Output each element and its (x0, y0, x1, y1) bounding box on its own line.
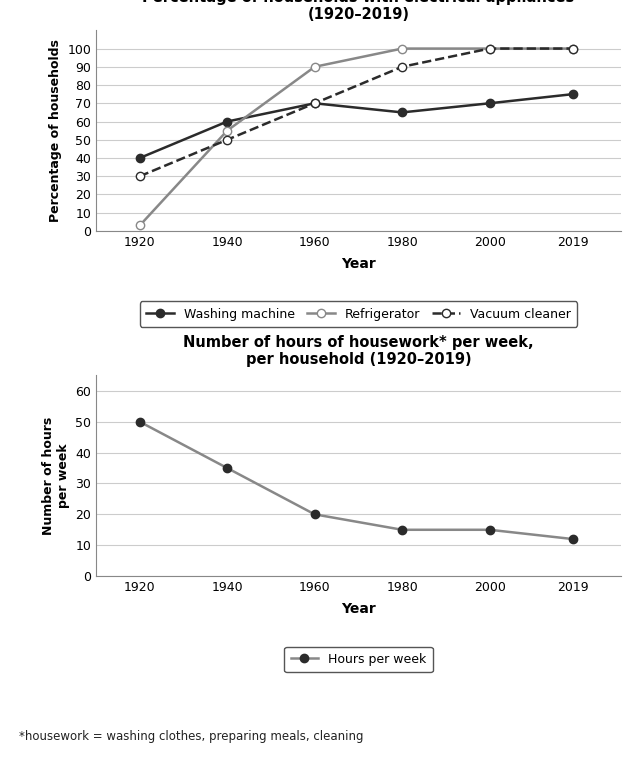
Legend: Hours per week: Hours per week (284, 647, 433, 672)
X-axis label: Year: Year (341, 257, 376, 271)
Y-axis label: Number of hours
per week: Number of hours per week (42, 417, 70, 535)
Y-axis label: Percentage of households: Percentage of households (49, 39, 61, 222)
X-axis label: Year: Year (341, 603, 376, 616)
Title: Number of hours of housework* per week,
per household (1920–2019): Number of hours of housework* per week, … (183, 335, 534, 368)
Text: *housework = washing clothes, preparing meals, cleaning: *housework = washing clothes, preparing … (19, 730, 364, 743)
Legend: Washing machine, Refrigerator, Vacuum cleaner: Washing machine, Refrigerator, Vacuum cl… (140, 302, 577, 327)
Title: Percentage of households with electrical appliances
(1920–2019): Percentage of households with electrical… (142, 0, 575, 22)
